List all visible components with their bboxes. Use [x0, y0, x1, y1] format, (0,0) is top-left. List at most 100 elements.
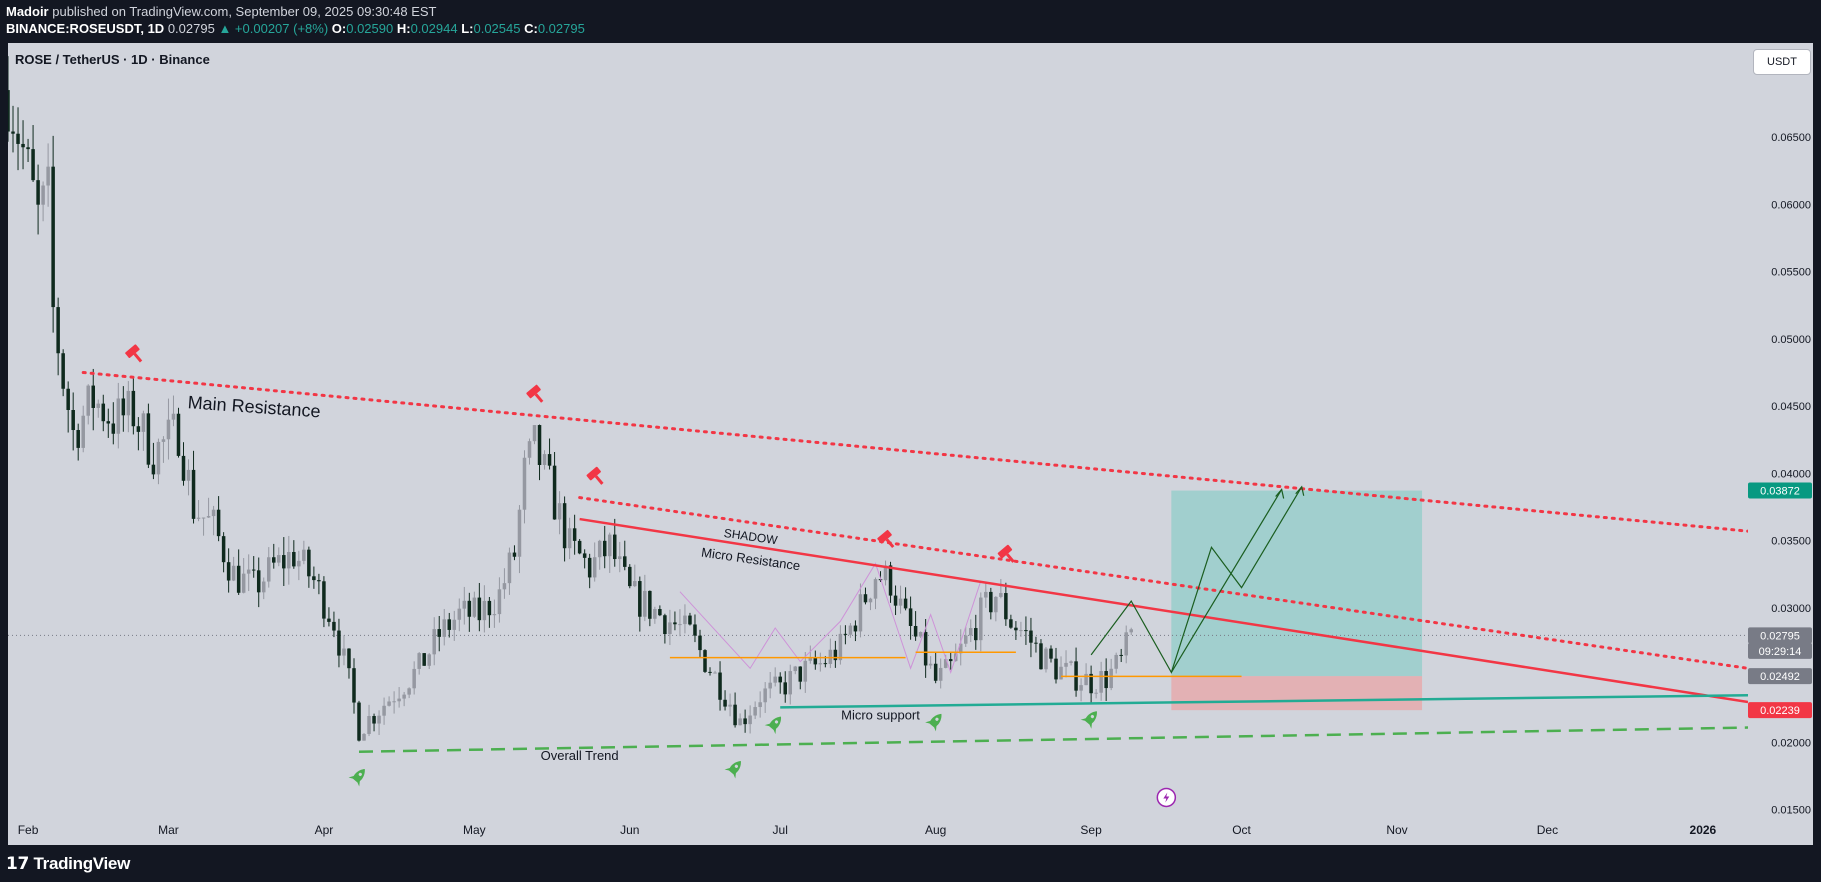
candle — [778, 672, 782, 694]
candle — [111, 402, 116, 445]
candle-body — [928, 663, 933, 666]
y-tick-label: 0.06000 — [1771, 199, 1811, 211]
candle-body — [753, 707, 757, 716]
candle — [221, 532, 226, 573]
candle-body — [698, 635, 702, 651]
candle — [1094, 689, 1098, 699]
candle — [1024, 616, 1028, 645]
candle — [457, 598, 462, 632]
candle — [91, 368, 95, 431]
candle-body — [131, 390, 136, 427]
candle-body — [352, 668, 356, 703]
hammer-icon — [877, 529, 895, 549]
candle — [693, 614, 697, 643]
candle-body — [347, 648, 351, 669]
candle — [678, 609, 682, 637]
price-label-bg — [1748, 642, 1812, 659]
currency-button[interactable]: USDT — [1753, 49, 1811, 75]
candle — [853, 620, 858, 642]
candle — [728, 693, 732, 717]
hammer-head — [877, 529, 892, 544]
candle-body — [472, 597, 477, 617]
candle-body — [908, 608, 913, 626]
y-tick-label: 0.03000 — [1771, 603, 1811, 615]
candle-body — [402, 694, 406, 699]
rocket-fin — [1080, 717, 1093, 729]
rocket-window — [774, 720, 779, 724]
candle-body — [1124, 632, 1128, 656]
candle-body — [377, 715, 381, 724]
candle-body — [41, 185, 45, 205]
candle-body — [994, 596, 998, 613]
candle-body — [738, 718, 742, 726]
candle — [442, 608, 447, 646]
candle — [768, 672, 772, 699]
candle-body — [226, 562, 231, 581]
candle — [191, 450, 196, 524]
candle-body — [502, 583, 507, 590]
candle — [572, 514, 577, 555]
candle-body — [121, 398, 126, 416]
candle — [1109, 658, 1113, 691]
candle-body — [592, 557, 597, 578]
candle-body — [688, 615, 692, 625]
candle — [582, 549, 587, 569]
candle-body — [888, 565, 893, 596]
candle-body — [357, 702, 361, 741]
candle — [1119, 648, 1123, 663]
candle-body — [126, 390, 131, 416]
candle — [1039, 639, 1043, 670]
candle — [758, 691, 762, 718]
candle — [618, 541, 622, 573]
candle — [392, 691, 396, 714]
candle — [1034, 636, 1038, 653]
rocket-body — [929, 713, 942, 728]
candle — [552, 452, 557, 520]
chart-annotation: SHADOW — [723, 526, 779, 547]
rocket-icon — [724, 760, 741, 779]
candle — [11, 105, 15, 153]
candle-body — [643, 590, 647, 617]
candle-body — [327, 618, 331, 622]
candle-body — [1004, 593, 1008, 620]
candle-body — [969, 628, 973, 636]
candle — [106, 408, 111, 438]
candle — [858, 583, 863, 638]
y-tick-label: 0.01500 — [1771, 805, 1811, 817]
projection-path — [1090, 486, 1303, 674]
candle — [623, 540, 627, 571]
candle-body — [863, 594, 868, 603]
candle — [447, 612, 452, 638]
candle-body — [1064, 662, 1068, 667]
candle-body — [582, 553, 587, 558]
candle-body — [251, 569, 256, 571]
candle — [327, 607, 331, 627]
hammer-icon — [125, 344, 143, 363]
candle — [517, 505, 522, 574]
candle — [141, 410, 146, 451]
target-zone — [1171, 490, 1423, 677]
candle — [562, 496, 567, 562]
rocket-icon — [1080, 711, 1097, 729]
candle-body — [758, 702, 762, 708]
tradingview-logo[interactable]: 𝟭𝟳 TradingView — [6, 854, 130, 874]
candle-body — [683, 615, 687, 625]
candle — [317, 573, 321, 595]
candle — [938, 658, 943, 689]
candle-body — [216, 509, 221, 537]
candle — [773, 667, 777, 687]
candle-body — [693, 624, 697, 636]
candle-body — [101, 403, 106, 422]
candle-body — [261, 581, 266, 593]
candle — [186, 459, 191, 496]
candle-body — [1084, 673, 1088, 686]
y-tick-label: 0.02000 — [1771, 737, 1811, 749]
rocket-window — [734, 764, 738, 768]
candle-body — [447, 619, 452, 630]
candle — [251, 556, 256, 578]
candle — [848, 623, 853, 638]
author-name[interactable]: Madoir — [6, 4, 49, 19]
chart-pane[interactable] — [8, 43, 1813, 845]
price-label-bg — [1748, 702, 1812, 719]
